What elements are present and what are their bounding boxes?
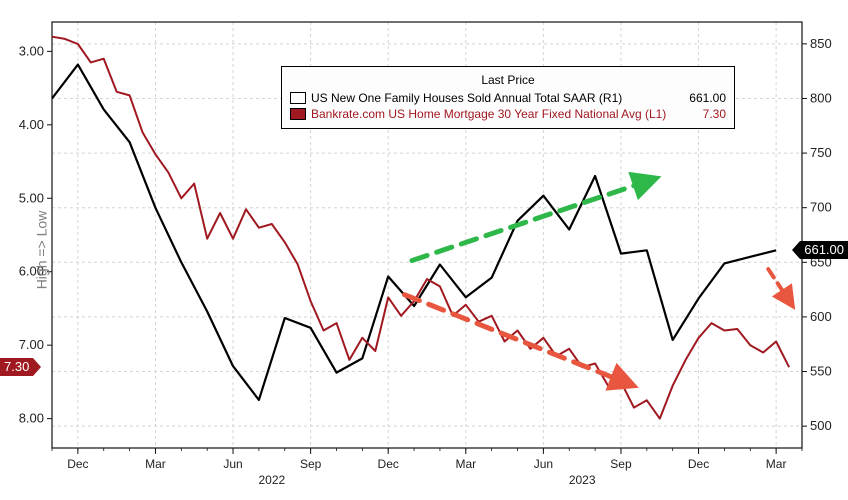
left-tick-label: 3.00 (19, 43, 44, 58)
x-tick-label: Dec (67, 457, 88, 471)
x-tick-label: Mar (455, 457, 476, 471)
right-tick-label: 500 (810, 418, 832, 433)
chart-container: Dec Mar Jun Sep Dec Mar Jun Sep Dec Mar 2022 2023 3.… (0, 0, 848, 500)
legend-value: 7.30 (703, 106, 726, 122)
price-flag-mortgage: 7.30 (0, 358, 33, 376)
legend-swatch (290, 92, 306, 104)
right-tick-label: 750 (810, 145, 832, 160)
x-tick-label: Sep (610, 457, 632, 471)
legend-row: Bankrate.com US Home Mortgage 30 Year Fi… (290, 106, 726, 122)
legend-swatch (290, 108, 306, 120)
x-tick-label: Mar (766, 457, 787, 471)
right-tick-label: 600 (810, 309, 832, 324)
left-tick-label: 8.00 (19, 411, 44, 426)
legend-label: US New One Family Houses Sold Annual Tot… (311, 90, 679, 106)
legend-value: 661.00 (689, 90, 726, 106)
x-tick-label: Dec (378, 457, 399, 471)
x-tick-label: Jun (223, 457, 242, 471)
x-tick-label: Mar (145, 457, 166, 471)
x-year-label: 2023 (569, 473, 596, 487)
right-tick-label: 850 (810, 36, 832, 51)
left-tick-label: 5.00 (19, 190, 44, 205)
left-tick-label: 7.00 (19, 337, 44, 352)
x-year-label: 2022 (258, 473, 285, 487)
price-flag-houses: 661.00 (800, 241, 848, 259)
x-tick-label: Dec (688, 457, 709, 471)
x-tick-label: Jun (534, 457, 553, 471)
legend-row: US New One Family Houses Sold Annual Tot… (290, 90, 726, 106)
legend-box: Last Price US New One Family Houses Sold… (281, 66, 735, 129)
x-tick-label: Sep (300, 457, 322, 471)
left-tick-label: 4.00 (19, 117, 44, 132)
right-tick-label: 800 (810, 90, 832, 105)
right-tick-label: 700 (810, 200, 832, 215)
legend-label: Bankrate.com US Home Mortgage 30 Year Fi… (311, 106, 693, 122)
legend-title: Last Price (290, 72, 726, 88)
left-axis-title: High => Low (33, 211, 49, 290)
right-tick-label: 550 (810, 364, 832, 379)
